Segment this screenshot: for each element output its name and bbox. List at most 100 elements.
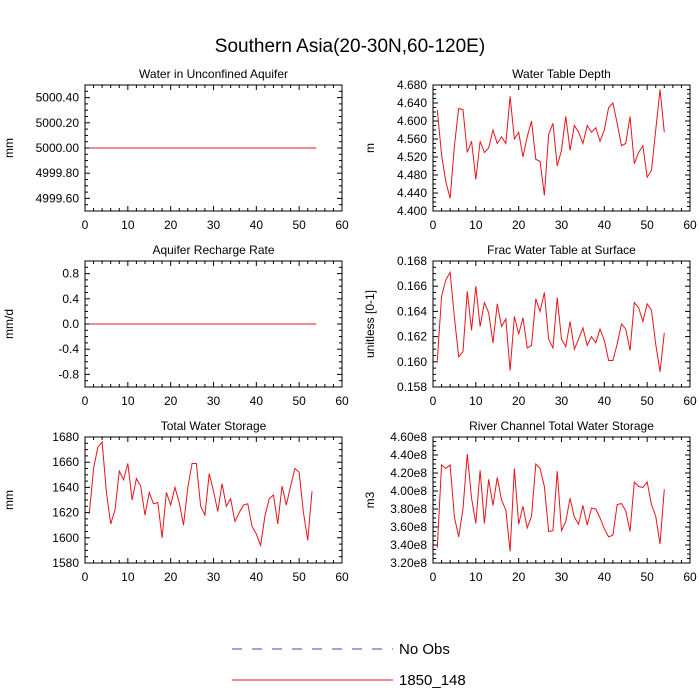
x-tick-label: 40 [598,218,612,232]
series-line [436,270,665,372]
y-tick-label: 4.640 [397,96,427,110]
y-tick-label: 3.60e8 [390,520,427,534]
x-tick-label: 0 [430,394,437,408]
series-line [436,454,665,552]
panel-title: Water Table Depth [512,67,611,81]
panel-title: River Channel Total Water Storage [469,419,654,433]
legend-label-2: 1850_148 [399,672,466,689]
x-tick-label: 0 [82,394,89,408]
x-tick-label: 30 [207,218,221,232]
legend: No Obs 1850_148 [232,641,466,689]
figure-title: Southern Asia(20-30N,60-120E) [215,36,485,57]
y-axis-label: unitless [0-1] [363,290,377,358]
y-tick-label: 3.40e8 [390,538,427,552]
x-tick-label: 50 [292,570,306,584]
x-tick-label: 0 [430,218,437,232]
x-tick-label: 20 [512,570,526,584]
panel-5: Total Water Storage 0 10 20 30 40 50 60 1580 1600… [2,419,349,584]
y-tick-label: -0.8 [58,367,79,381]
x-tick-label: 40 [250,570,264,584]
x-tick-label: 40 [598,570,612,584]
x-tick-label: 40 [250,218,264,232]
panel-2: Water Table Depth 0 10 20 30 40 50 60 4.400 4.440… [363,67,697,232]
x-tick-label: 50 [292,394,306,408]
x-tick-label: 30 [555,570,569,584]
x-tick-label: 30 [555,394,569,408]
x-tick-label: 60 [683,394,697,408]
y-tick-label: 1620 [52,506,79,520]
y-tick-label: 4.520 [397,150,427,164]
y-tick-label: 0.166 [397,279,427,293]
x-tick-label: 60 [683,218,697,232]
x-tick-label: 20 [164,570,178,584]
x-tick-label: 30 [207,570,221,584]
x-tick-label: 10 [121,570,135,584]
panel-6: River Channel Total Water Storage 0 10 20 30… [363,419,697,584]
y-tick-label: 4.400 [397,204,427,218]
y-tick-label: 1680 [52,430,79,444]
y-tick-label: 4.680 [397,78,427,92]
x-tick-label: 10 [121,218,135,232]
y-axis-label: mm/d [2,309,16,339]
y-tick-label: -0.4 [58,342,79,356]
x-tick-label: 60 [683,570,697,584]
y-axis-label: mm [2,490,16,510]
y-axis-label: m [363,143,377,153]
x-tick-label: 0 [430,570,437,584]
x-tick-label: 20 [164,394,178,408]
x-tick-label: 0 [82,218,89,232]
x-tick-label: 10 [469,394,483,408]
y-tick-label: 0.164 [397,304,427,318]
y-tick-label: 3.80e8 [390,502,427,516]
y-tick-label: 3.20e8 [390,556,427,570]
y-tick-label: 4.20e8 [390,466,427,480]
panel-title: Water in Unconfined Aquifer [139,67,288,81]
panel-1: Water in Unconfined Aquifer 0 10 20 30 40 50 60… [2,67,349,232]
x-tick-label: 40 [250,394,264,408]
y-tick-label: 5000.40 [36,91,80,105]
y-tick-label: 1600 [52,531,79,545]
panel-title: Aquifer Recharge Rate [152,243,274,257]
x-tick-label: 20 [164,218,178,232]
y-tick-label: 1660 [52,455,79,469]
y-tick-label: 4999.80 [36,166,80,180]
y-axis-label: m3 [363,491,377,508]
x-tick-label: 30 [207,394,221,408]
x-tick-label: 30 [555,218,569,232]
y-tick-label: 4.440 [397,186,427,200]
plot-frame [432,260,691,388]
series-line [88,440,313,548]
legend-label-1: No Obs [399,641,450,658]
y-tick-label: 0.158 [397,380,427,394]
y-tick-label: 0.162 [397,330,427,344]
x-tick-label: 40 [598,394,612,408]
y-tick-label: 0.160 [397,355,427,369]
y-tick-label: 0.4 [62,292,79,306]
y-tick-label: 4.600 [397,114,427,128]
x-tick-label: 0 [82,570,89,584]
y-tick-label: 5000.00 [36,141,80,155]
panels: Water in Unconfined Aquifer 0 10 20 30 40 50 60… [2,67,697,584]
panel-4: Frac Water Table at Surface 0 10 20 30 40 50 60… [363,243,697,408]
x-tick-label: 50 [292,218,306,232]
y-tick-label: 0.8 [62,267,79,281]
panel-3: Aquifer Recharge Rate 0 10 20 30 40 50 60 -0.8 -0… [2,243,349,408]
y-tick-label: 5000.20 [36,116,80,130]
x-tick-label: 10 [469,570,483,584]
x-tick-label: 10 [121,394,135,408]
x-tick-label: 10 [469,218,483,232]
x-tick-label: 20 [512,394,526,408]
x-tick-label: 20 [512,218,526,232]
panel-title: Frac Water Table at Surface [487,243,636,257]
x-tick-label: 60 [335,218,349,232]
y-tick-label: 4.00e8 [390,484,427,498]
y-tick-label: 1580 [52,556,79,570]
series-line [436,89,665,199]
plot-frame [84,436,343,564]
panel-title: Total Water Storage [161,419,267,433]
x-tick-label: 60 [335,394,349,408]
y-tick-label: 1640 [52,480,79,494]
x-tick-label: 50 [640,394,654,408]
y-tick-label: 4.560 [397,132,427,146]
x-tick-label: 50 [640,218,654,232]
